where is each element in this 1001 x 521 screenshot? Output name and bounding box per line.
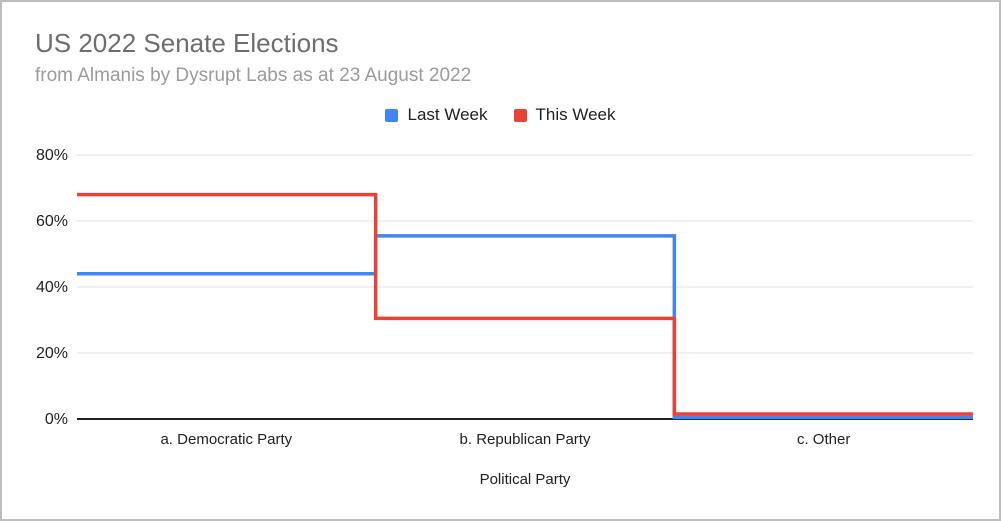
series-line-this-week xyxy=(77,192,973,416)
legend-label: This Week xyxy=(535,105,616,124)
y-tick-label: 40% xyxy=(35,279,68,296)
y-tick-label: 20% xyxy=(35,345,68,362)
legend-swatch-this-week xyxy=(513,108,527,122)
y-tick-label: 80% xyxy=(35,147,68,164)
series-line-last-week xyxy=(77,234,973,420)
legend-swatch-last-week xyxy=(385,108,399,122)
legend: Last Week This Week xyxy=(2,105,999,125)
x-axis-title: Political Party xyxy=(479,471,571,488)
legend-item-this-week: This Week xyxy=(513,105,616,125)
x-category-label: c. Other xyxy=(796,431,851,448)
legend-label: Last Week xyxy=(407,105,488,124)
legend-item-last-week: Last Week xyxy=(385,105,488,125)
chart-subtitle: from Almanis by Dysrupt Labs as at 23 Au… xyxy=(35,65,472,86)
chart-title: US 2022 Senate Elections xyxy=(35,28,339,58)
y-tick-label: 60% xyxy=(35,213,68,230)
x-category-label: b. Republican Party xyxy=(459,431,591,448)
x-category-label: a. Democratic Party xyxy=(160,431,293,448)
y-tick-label: 0% xyxy=(44,411,68,428)
